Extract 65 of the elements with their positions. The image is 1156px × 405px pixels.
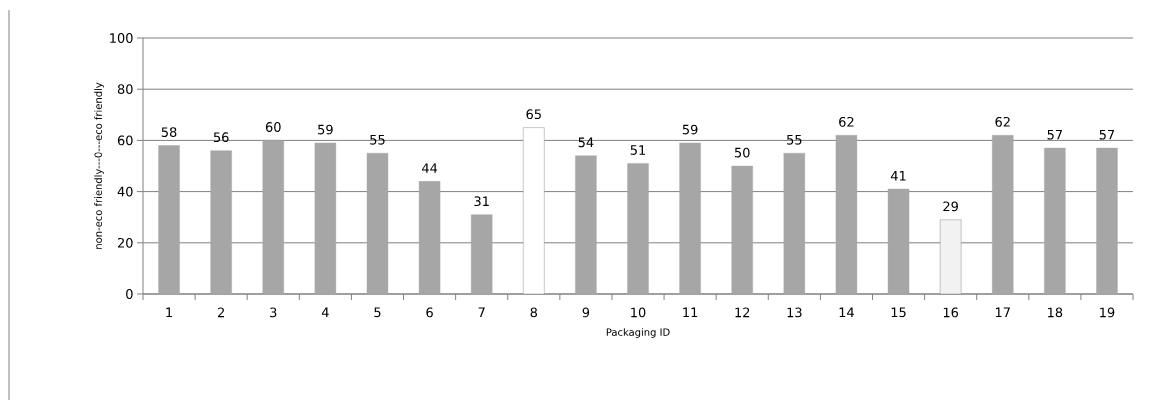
x-tick-label: 8 [530,307,538,318]
y-tick-label: 0 [126,289,133,299]
bar [523,127,545,295]
data-label: 51 [630,145,646,155]
bar [939,219,962,295]
data-label: 59 [682,124,698,135]
bar [887,188,910,295]
data-label: 62 [839,116,854,127]
bar [679,142,701,295]
x-tick-label: 6 [426,307,433,318]
bar [575,155,597,295]
x-tick-label: 1 [166,307,172,317]
bar [1096,147,1118,295]
bar [783,153,806,295]
x-tick-label: 9 [582,307,590,318]
bar [158,145,180,295]
bar [210,150,232,295]
data-label: 60 [265,122,281,132]
x-tick-label: 18 [1048,307,1063,318]
y-tick-label: 100 [110,33,133,43]
x-tick-label: 14 [839,307,854,317]
data-label: 41 [890,171,906,181]
x-tick-label: 13 [787,307,802,318]
data-label: 57 [1047,129,1062,140]
bar [366,153,389,295]
data-label: 58 [161,127,177,137]
y-tick-label: 60 [117,135,133,146]
data-label: 59 [318,124,333,135]
data-label: 56 [213,132,229,143]
y-tick-label: 80 [117,84,133,95]
x-tick-label: 16 [943,307,959,318]
x-tick-label: 11 [683,307,698,317]
bar [835,135,858,295]
data-label: 50 [734,147,750,158]
y-tick-label: 40 [117,186,133,197]
bar [731,165,753,295]
bar [418,181,441,295]
data-label: 57 [1099,129,1115,140]
x-tick-label: 17 [995,307,1010,317]
data-label: 54 [578,137,594,148]
data-label: 55 [370,135,385,145]
x-tick-label: 15 [891,307,906,318]
x-tick-label: 2 [217,307,224,318]
data-label: 29 [943,201,958,212]
y-tick-label: 20 [117,237,133,248]
x-tick-label: 3 [270,307,277,318]
data-label: 31 [474,196,489,207]
x-tick-label: 7 [478,307,485,317]
x-tick-label: 19 [1100,307,1115,318]
bar [314,142,337,295]
data-label: 65 [526,109,541,120]
data-label: 44 [421,163,438,173]
bar [627,163,649,295]
x-tick-label: 4 [321,307,329,317]
bar [992,135,1014,295]
y-axis-title: non-eco friendly---0---eco friendly [94,82,104,249]
x-axis-title: Packaging ID [606,328,670,338]
x-tick-label: 10 [631,307,646,318]
data-label: 55 [787,135,802,145]
bar [262,140,284,295]
bar [1044,147,1066,295]
x-tick-label: 12 [735,307,750,318]
x-tick-label: 5 [374,307,381,318]
data-label: 62 [995,116,1010,127]
bar [470,214,493,295]
